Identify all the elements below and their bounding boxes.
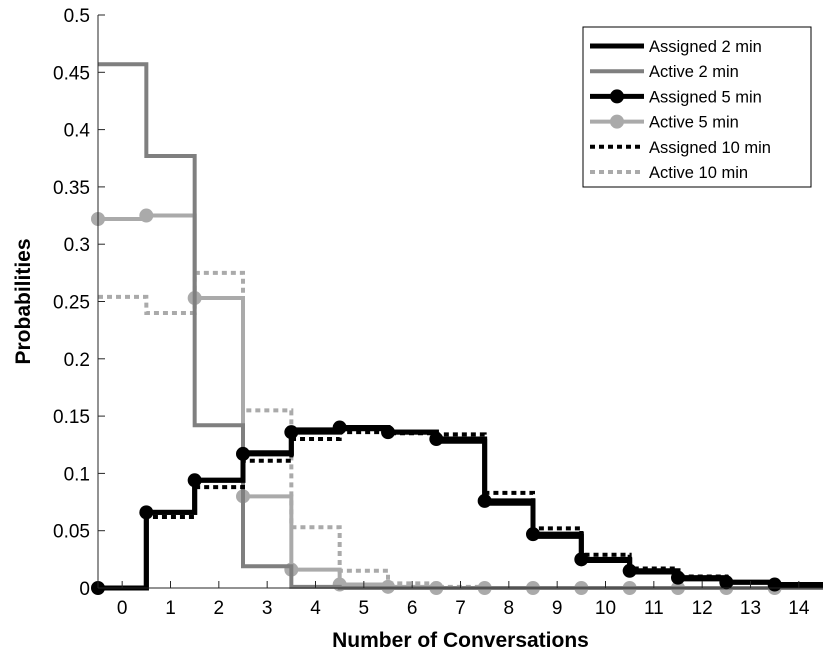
series-line-2 bbox=[98, 425, 823, 591]
series-line-4 bbox=[98, 430, 823, 590]
x-tick-label: 1 bbox=[165, 598, 176, 619]
legend-marker bbox=[610, 114, 624, 129]
x-tick-label: 8 bbox=[504, 598, 515, 619]
x-tick-label: 10 bbox=[595, 598, 616, 619]
y-axis-title: Probabilities bbox=[12, 238, 35, 364]
axes-layer: 00.050.10.150.20.250.30.350.40.450.50 1 2 3… bbox=[53, 6, 823, 619]
x-tick-label: 14 bbox=[788, 598, 810, 619]
y-tick-label: 0 bbox=[79, 579, 90, 600]
legend-label: Active 5 min bbox=[649, 114, 739, 132]
x-tick-label: 11 bbox=[644, 598, 664, 619]
x-tick-label: 9 bbox=[552, 598, 563, 619]
x-tick-label: 4 bbox=[310, 598, 321, 619]
x-tick-label: 12 bbox=[692, 598, 713, 619]
legend-label: Assigned 10 min bbox=[649, 139, 771, 157]
y-tick-label: 0.3 bbox=[64, 235, 90, 256]
y-tick-label: 0.15 bbox=[53, 407, 90, 428]
x-tick-label: 13 bbox=[740, 598, 761, 619]
legend-label: Assigned 2 min bbox=[649, 38, 762, 56]
y-tick-label: 0.25 bbox=[53, 293, 90, 314]
x-axis-title: Number of Conversations bbox=[332, 629, 589, 652]
legend-box bbox=[582, 26, 812, 188]
data-point bbox=[139, 208, 154, 223]
legend-label: Active 2 min bbox=[649, 63, 739, 81]
y-tick-label: 0.4 bbox=[64, 121, 91, 142]
y-tick-label: 0.2 bbox=[64, 350, 90, 371]
series-line-5 bbox=[98, 270, 823, 590]
x-tick-label: 6 bbox=[407, 598, 418, 619]
y-tick-label: 0.05 bbox=[53, 522, 90, 543]
legend: Assigned 2 min Active 2 min Assigned 5 min… bbox=[582, 26, 812, 188]
series-line-0 bbox=[98, 426, 823, 591]
x-tick-label: 5 bbox=[359, 598, 370, 619]
y-tick-label: 0.5 bbox=[64, 6, 90, 27]
y-tick-label: 0.1 bbox=[64, 464, 90, 485]
x-tick-label: 0 bbox=[117, 598, 128, 619]
x-tick-label: 3 bbox=[262, 598, 273, 619]
y-tick-label: 0.35 bbox=[53, 178, 90, 199]
legend-label: Active 10 min bbox=[649, 164, 748, 182]
legend-label: Assigned 5 min bbox=[649, 88, 762, 106]
legend-marker bbox=[610, 89, 624, 104]
x-tick-label: 2 bbox=[214, 598, 225, 619]
y-tick-label: 0.45 bbox=[53, 63, 90, 84]
x-tick-label: 7 bbox=[455, 598, 466, 619]
